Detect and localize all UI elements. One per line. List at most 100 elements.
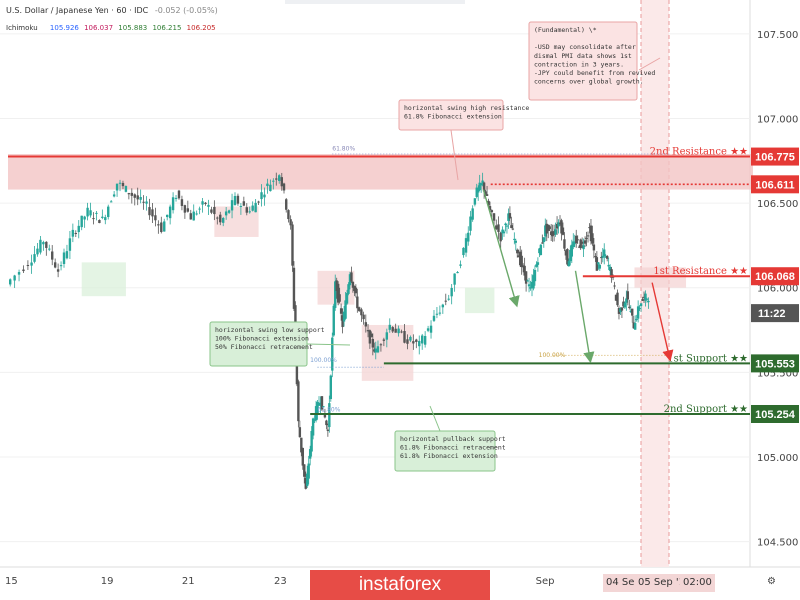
candle-body	[213, 206, 216, 215]
candle-body	[542, 237, 545, 243]
ichimoku-cloud	[634, 267, 687, 288]
annotation-box[interactable]	[398, 99, 504, 131]
level-label: 1st Resistance ★★	[653, 266, 748, 277]
candle-body	[347, 284, 350, 294]
candle-body	[160, 222, 163, 233]
candle-body	[575, 235, 578, 244]
price-box	[751, 175, 799, 194]
candle-body	[527, 284, 531, 287]
candle-body	[473, 198, 477, 205]
candle-body	[139, 197, 142, 200]
candle-body	[157, 224, 160, 226]
candle-body	[482, 182, 486, 192]
candle-body	[453, 273, 456, 285]
candle-body	[17, 272, 21, 275]
candle-body	[603, 249, 606, 257]
price-box-label: 106.775	[755, 152, 795, 164]
candle-body	[36, 248, 39, 255]
level-label: 2nd Support ★★	[664, 404, 748, 415]
candle-body	[154, 215, 157, 221]
candle-body	[644, 293, 647, 301]
candle-body	[505, 225, 509, 227]
candle-body	[438, 312, 442, 314]
candle-body	[490, 210, 494, 213]
candle-body	[541, 242, 544, 244]
candle-body	[625, 298, 628, 303]
candle-body	[195, 213, 198, 215]
candle-body	[469, 216, 472, 231]
candle-body	[576, 239, 579, 241]
candle-body	[471, 208, 474, 220]
candle-body	[444, 300, 447, 302]
annotation-text: -USD may consolidate after	[534, 43, 636, 51]
candle-body	[561, 227, 565, 235]
price-box-label: 106.068	[755, 271, 795, 283]
level-label: 1st Support ★★	[667, 353, 748, 364]
candle-body	[560, 220, 563, 234]
candle-body	[608, 266, 612, 271]
fib-label: 100.00%	[310, 357, 337, 364]
candle-body	[48, 248, 51, 250]
annotation-text: 50% Fibonacci retracement	[215, 343, 313, 351]
candle-body	[204, 202, 207, 204]
candle-body	[538, 248, 541, 254]
symbol-header[interactable]: U.S. Dollar / Japanese Yen · 60 · IDC -0…	[6, 6, 218, 15]
candle-body	[207, 204, 210, 207]
candle-body	[539, 244, 543, 256]
indicator-value-3: 105.883	[118, 24, 148, 32]
candle-body	[56, 269, 60, 272]
candle-body	[338, 294, 341, 302]
candle-body	[626, 291, 630, 300]
forecast-arrow	[574, 270, 595, 364]
candle-body	[391, 327, 394, 332]
candle-body	[163, 221, 166, 232]
candle-body	[127, 193, 131, 195]
ichimoku-cloud	[464, 287, 495, 314]
annotation-box[interactable]	[528, 21, 638, 101]
candle-body	[311, 418, 315, 436]
candle-body	[148, 207, 151, 216]
candle-body	[145, 201, 148, 204]
forecast-arrows	[482, 189, 674, 364]
candle-body	[189, 213, 192, 220]
candle-body	[368, 330, 372, 344]
candle-body	[432, 315, 436, 321]
gear-icon[interactable]: ⚙	[767, 576, 776, 587]
candle-body	[400, 331, 403, 333]
candle-body	[42, 242, 45, 245]
candle-body	[547, 224, 550, 231]
candle-body	[222, 217, 225, 223]
countdown-box	[751, 304, 799, 323]
candle-body	[308, 449, 312, 459]
instaforex-watermark: instaforex	[310, 570, 490, 600]
candle-body	[604, 256, 607, 258]
candle-body	[607, 264, 610, 267]
candle-body	[510, 225, 513, 229]
candle-body	[552, 231, 556, 235]
candle-body	[554, 229, 557, 235]
annotation-text: -JPY could benefit from revived	[534, 69, 655, 77]
annotation-box[interactable]	[394, 430, 496, 472]
candle-body	[573, 243, 576, 245]
annotation-box[interactable]	[209, 321, 308, 367]
price-box	[751, 404, 799, 423]
candle-body	[80, 215, 83, 228]
candle-body	[233, 196, 237, 205]
candle-body	[124, 186, 128, 192]
candle-body	[345, 293, 349, 304]
candle-body	[388, 324, 391, 330]
candle-body	[551, 231, 554, 237]
candle-body	[304, 478, 307, 489]
candle-body	[635, 319, 638, 321]
candle-body	[275, 178, 278, 180]
candle-body	[435, 313, 439, 315]
candle-body	[508, 213, 512, 219]
candle-body	[555, 224, 559, 229]
candle-body	[251, 205, 254, 211]
y-tick-label: 104.500	[757, 538, 798, 549]
indicator-header[interactable]: Ichimoku 105.926 106.037 105.883 106.215…	[6, 24, 216, 32]
candle-body	[236, 195, 240, 204]
annotation-text: concerns over global growth.	[534, 78, 644, 86]
candle-body	[269, 184, 272, 192]
